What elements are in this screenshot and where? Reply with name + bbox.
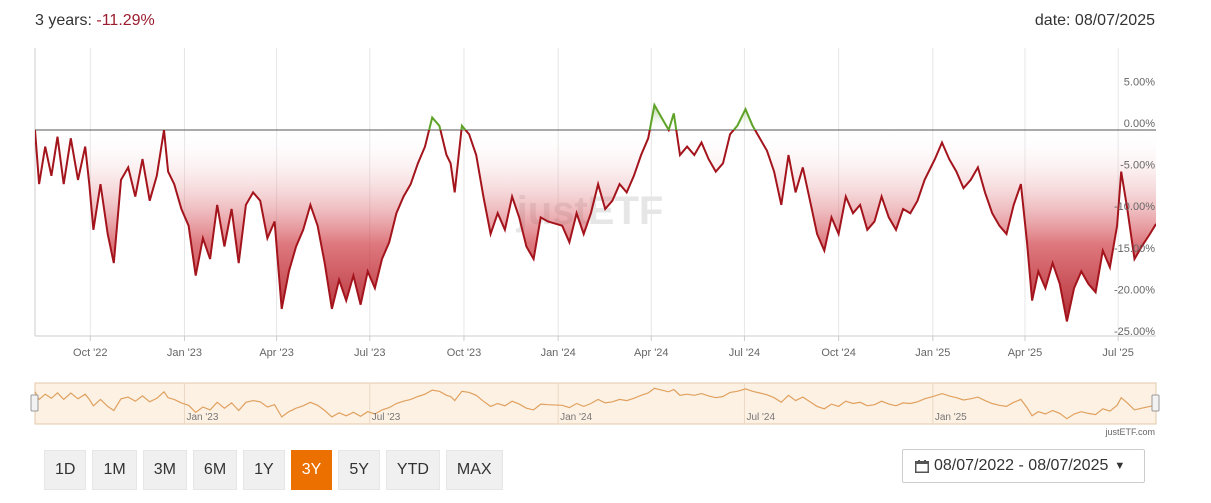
x-tick-label: Jul '25	[1102, 347, 1133, 359]
range-button-1y[interactable]: 1Y	[243, 450, 285, 490]
navigator-right-handle[interactable]	[1151, 394, 1160, 412]
range-button-ytd[interactable]: YTD	[385, 450, 440, 490]
y-tick-label: -15.00%	[1114, 243, 1155, 255]
range-button-5y[interactable]: 5Y	[338, 450, 380, 490]
x-tick-label: Jan '23	[167, 347, 202, 359]
period-label: 3 years:	[35, 12, 92, 29]
y-tick-label: -20.00%	[1114, 284, 1155, 296]
range-button-3m[interactable]: 3M	[142, 450, 187, 490]
as-of-date: date: 08/07/2025	[1034, 12, 1155, 29]
y-tick-label: -5.00%	[1120, 160, 1155, 172]
x-tick-label: Jan '25	[915, 347, 950, 359]
navigator-series	[34, 387, 1157, 420]
y-tick-label: 0.00%	[1124, 118, 1155, 130]
range-button-1d[interactable]: 1D	[44, 450, 87, 490]
date-range-picker[interactable]: 08/07/2022 - 08/07/2025 ▼	[902, 449, 1145, 483]
chart-header: 3 years: -11.29% date: 08/07/2025	[35, 12, 1155, 36]
x-tick-label: Jul '24	[729, 347, 760, 359]
area-fill	[35, 105, 1156, 322]
y-tick-label: -25.00%	[1114, 326, 1155, 338]
range-button-1m[interactable]: 1M	[92, 450, 137, 490]
x-tick-label: Oct '22	[73, 347, 108, 359]
x-tick-label: Apr '24	[634, 347, 669, 359]
negative-area	[35, 130, 1156, 322]
navigator-left-handle[interactable]	[30, 394, 39, 412]
date-range-label: 08/07/2022 - 08/07/2025	[934, 457, 1109, 474]
x-tick-label: Jan '24	[541, 347, 576, 359]
calendar-icon	[915, 459, 929, 473]
navigator-tick-label: Jan '25	[935, 412, 967, 423]
navigator-tick-label: Jul '23	[372, 412, 401, 423]
navigator-credit: justETF.com	[1104, 427, 1155, 437]
series-line-negative	[35, 130, 1156, 322]
navigator-tick-label: Jan '24	[560, 412, 592, 423]
navigator-tick-label: Jul '24	[746, 412, 775, 423]
x-tick-label: Oct '24	[821, 347, 856, 359]
range-button-6m[interactable]: 6M	[192, 450, 238, 490]
range-button-max[interactable]: MAX	[445, 450, 503, 490]
chevron-down-icon: ▼	[1114, 460, 1126, 472]
period-performance: 3 years: -11.29%	[35, 12, 155, 30]
y-tick-label: 5.00%	[1124, 76, 1155, 88]
period-return-value: -11.29%	[96, 12, 155, 29]
x-tick-label: Jul '23	[354, 347, 385, 359]
range-buttons: 1D 1M 3M 6M 1Y 3Y 5Y YTD MAX	[44, 450, 503, 490]
x-tick-label: Apr '25	[1008, 347, 1043, 359]
x-tick-label: Apr '23	[259, 347, 294, 359]
x-axis-labels: Oct '22 Jan '23 Apr '23 Jul '23 Oct '23 Jan '…	[73, 347, 1134, 359]
navigator-labels: Jan '23 Jul '23 Jan '24 Jul '24 Jan '25	[186, 412, 967, 423]
navigator[interactable]: Jan '23 Jul '23 Jan '24 Jul '24 Jan '25 just…	[30, 382, 1160, 437]
navigator-tick-label: Jan '23	[186, 412, 218, 423]
series-line	[35, 102, 1156, 322]
performance-chart[interactable]: justETF 5.00%0.00%-5.00%-10.00%-15.00%-2…	[0, 0, 1211, 440]
navigator-background	[34, 382, 1157, 425]
range-button-3y[interactable]: 3Y	[290, 450, 333, 490]
y-tick-label: -10.00%	[1114, 201, 1155, 213]
y-axis-labels: 5.00% 0.00% -5.00% -10.00% -15.00% -20.00% -25…	[1114, 76, 1155, 338]
x-tick-label: Oct '23	[447, 347, 482, 359]
